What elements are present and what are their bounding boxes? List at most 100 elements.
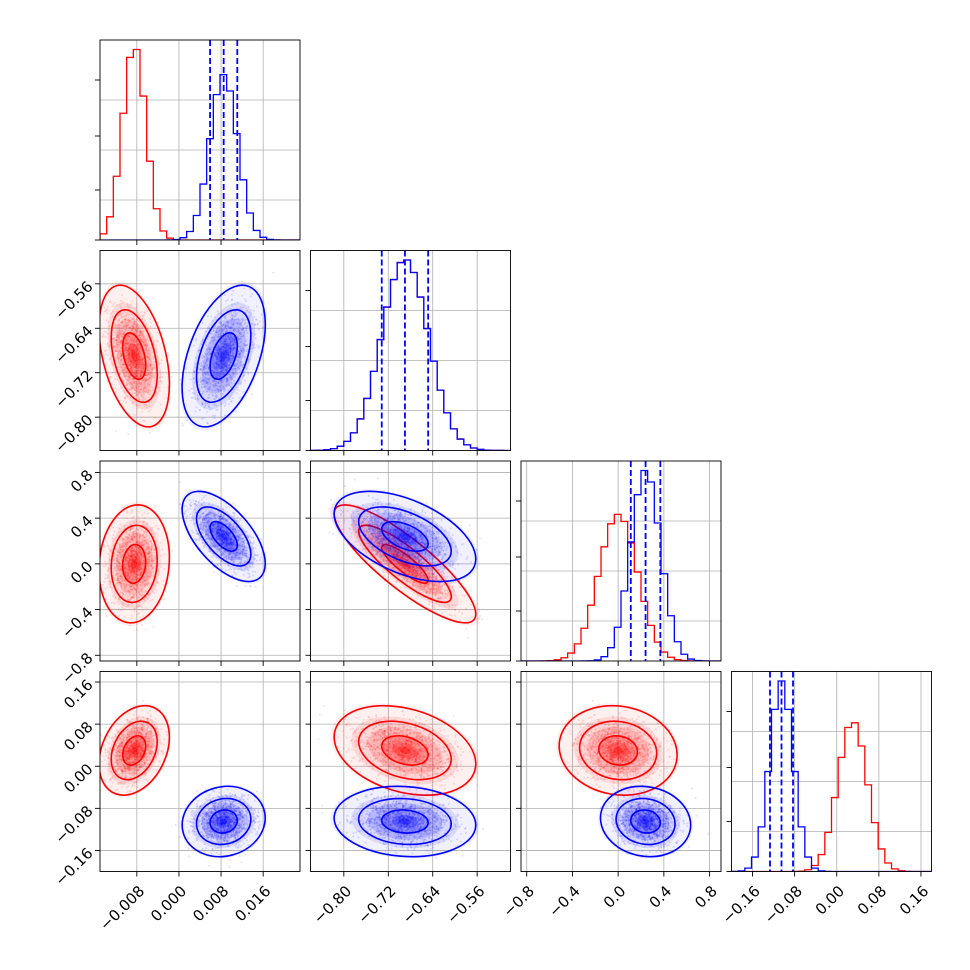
scatter-point — [117, 331, 120, 334]
scatter-point — [131, 353, 134, 356]
scatter-point — [130, 327, 133, 330]
scatter-point — [125, 339, 128, 342]
scatter-point — [146, 367, 149, 370]
scatter-point — [155, 355, 158, 358]
scatter-point — [134, 385, 137, 388]
scatter-point — [134, 351, 137, 354]
scatter-point — [135, 329, 138, 332]
scatter-point — [144, 348, 147, 351]
scatter-point — [133, 351, 136, 354]
scatter-point — [115, 430, 118, 433]
scatter-point — [149, 408, 152, 411]
scatter-point — [111, 305, 114, 308]
scatter-point — [128, 335, 131, 338]
scatter-point — [227, 365, 230, 368]
scatter-point — [256, 323, 259, 326]
scatter-point — [112, 346, 115, 349]
scatter-point — [132, 322, 135, 325]
scatter-point — [147, 356, 150, 359]
scatter-point — [123, 343, 126, 346]
scatter-point — [133, 339, 136, 342]
scatter-point — [128, 326, 131, 329]
scatter-point — [143, 381, 146, 384]
scatter-point — [122, 363, 125, 366]
scatter-point — [202, 368, 205, 371]
scatter-point — [137, 385, 140, 388]
scatter-point — [104, 330, 107, 333]
scatter-point — [140, 363, 143, 366]
scatter-point — [133, 360, 136, 363]
scatter-point — [154, 416, 157, 419]
scatter-point — [139, 374, 142, 377]
scatter-point — [166, 386, 169, 389]
panel-0-0 — [95, 39, 301, 245]
scatter-point — [224, 327, 227, 330]
scatter-point — [133, 382, 136, 385]
scatter-point — [145, 376, 148, 379]
scatter-point — [131, 392, 134, 395]
scatter-point — [189, 378, 192, 381]
scatter-point — [124, 341, 127, 344]
scatter-point — [131, 343, 134, 346]
scatter-point — [234, 341, 237, 344]
scatter-point — [127, 356, 130, 359]
scatter-point — [152, 363, 155, 366]
scatter-point — [132, 323, 135, 326]
scatter-point — [130, 347, 133, 350]
scatter-point — [116, 359, 119, 362]
scatter-point — [135, 303, 138, 306]
scatter-point — [125, 372, 128, 375]
scatter-point — [135, 346, 138, 349]
scatter-point — [133, 344, 136, 347]
scatter-point — [124, 355, 127, 358]
scatter-point — [147, 390, 150, 393]
scatter-point — [117, 350, 120, 353]
scatter-point — [230, 299, 233, 302]
scatter-point — [129, 360, 132, 363]
density-series-1 — [178, 271, 275, 431]
scatter-point — [145, 374, 148, 377]
scatter-point — [134, 361, 137, 364]
scatter-point — [119, 373, 122, 376]
scatter-point — [123, 365, 126, 368]
scatter-point — [126, 351, 129, 354]
scatter-point — [142, 392, 145, 395]
scatter-point — [139, 334, 142, 337]
scatter-point — [146, 350, 149, 353]
scatter-point — [132, 387, 135, 390]
scatter-point — [127, 321, 130, 324]
scatter-point — [136, 347, 139, 350]
scatter-point — [135, 386, 138, 389]
scatter-point — [127, 360, 130, 363]
scatter-point — [136, 323, 139, 326]
scatter-point — [139, 347, 142, 350]
scatter-point — [214, 351, 217, 354]
scatter-point — [240, 381, 243, 384]
scatter-point — [136, 349, 139, 352]
scatter-point — [219, 371, 222, 374]
scatter-point — [128, 326, 131, 329]
scatter-point — [119, 355, 122, 358]
scatter-point — [230, 355, 233, 358]
scatter-point — [211, 370, 214, 373]
scatter-point — [115, 339, 118, 342]
scatter-point — [159, 380, 162, 383]
scatter-point — [140, 357, 143, 360]
scatter-point — [146, 369, 149, 372]
scatter-point — [144, 343, 147, 346]
scatter-point — [133, 392, 136, 395]
scatter-point — [127, 349, 130, 352]
scatter-point — [237, 358, 240, 361]
scatter-point — [152, 357, 155, 360]
scatter-point — [141, 340, 144, 343]
scatter-point — [118, 363, 121, 366]
scatter-point — [136, 352, 139, 355]
scatter-point — [125, 328, 128, 331]
scatter-point — [140, 370, 143, 373]
scatter-point — [113, 340, 116, 343]
scatter-point — [145, 349, 148, 352]
scatter-point — [212, 365, 215, 368]
scatter-point — [233, 341, 236, 344]
scatter-point — [139, 357, 142, 360]
scatter-point — [204, 372, 207, 375]
